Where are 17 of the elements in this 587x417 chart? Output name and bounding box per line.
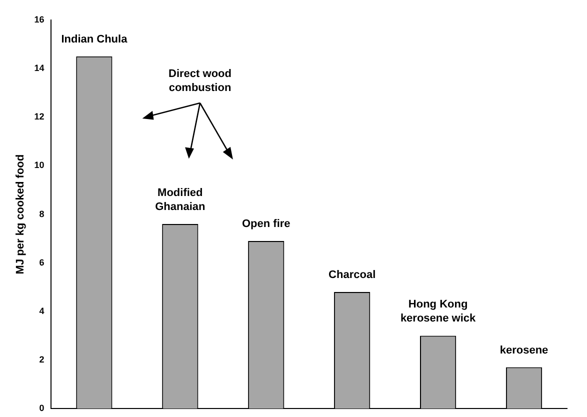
y-tick-label: 12 xyxy=(34,112,44,122)
y-tick-label: 0 xyxy=(39,403,44,414)
y-tick-label: 8 xyxy=(39,208,44,219)
y-tick-label: 14 xyxy=(34,63,44,74)
y-tick-label: 2 xyxy=(39,354,44,365)
x-tick-label: Open fire xyxy=(242,218,290,230)
annotation: Direct wood combustion xyxy=(168,68,232,94)
y-tick-label: 6 xyxy=(39,257,44,268)
x-tick-label: Hong Kong kerosene wick xyxy=(400,298,477,325)
x-tick-label: Indian Chula xyxy=(61,33,128,46)
y-tick-label: 10 xyxy=(34,160,44,170)
y-axis-title: MJ per kg cooked food xyxy=(14,154,27,274)
x-tick-label: Charcoal xyxy=(328,269,376,282)
y-tick-label: 4 xyxy=(39,306,44,316)
y-tick-label: 16 xyxy=(34,14,44,24)
x-tick-label: Modified Ghanaian xyxy=(155,187,206,214)
x-tick-label: kerosene xyxy=(500,344,548,356)
